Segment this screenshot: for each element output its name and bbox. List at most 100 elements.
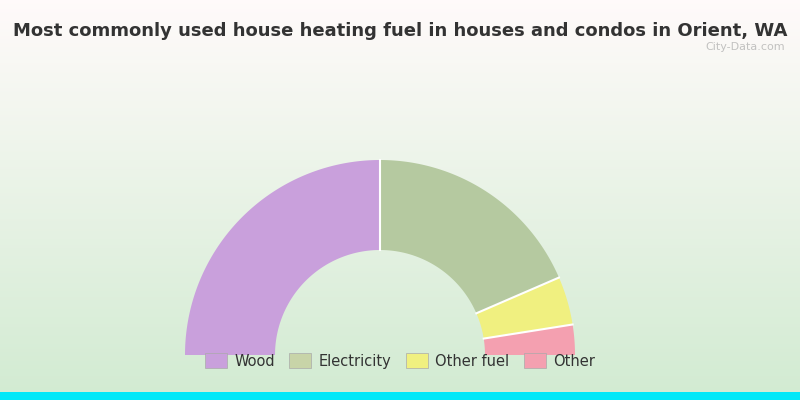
Bar bbox=[0, 313, 800, 315]
Bar bbox=[0, 53, 800, 55]
Bar bbox=[0, 275, 800, 276]
Bar bbox=[0, 227, 800, 228]
Bar bbox=[0, 199, 800, 200]
Bar bbox=[0, 69, 800, 71]
Bar bbox=[0, 235, 800, 236]
Bar bbox=[0, 59, 800, 60]
Bar bbox=[0, 356, 800, 357]
Bar bbox=[0, 296, 800, 297]
Bar bbox=[0, 181, 800, 183]
Bar bbox=[0, 168, 800, 169]
Bar bbox=[0, 192, 800, 193]
Bar bbox=[0, 297, 800, 299]
Bar bbox=[0, 75, 800, 76]
Bar bbox=[0, 308, 800, 309]
Bar bbox=[0, 153, 800, 155]
Bar bbox=[0, 148, 800, 149]
Bar bbox=[0, 132, 800, 133]
Bar bbox=[0, 343, 800, 344]
Bar bbox=[0, 133, 800, 135]
Bar bbox=[0, 111, 800, 112]
Bar bbox=[0, 309, 800, 311]
Bar bbox=[0, 97, 800, 99]
Bar bbox=[0, 131, 800, 132]
Bar bbox=[0, 352, 800, 353]
Bar bbox=[0, 287, 800, 288]
Bar bbox=[0, 315, 800, 316]
Bar bbox=[0, 351, 800, 352]
Bar bbox=[0, 76, 800, 77]
Bar bbox=[0, 335, 800, 336]
Bar bbox=[0, 81, 800, 83]
Bar bbox=[0, 71, 800, 72]
Bar bbox=[0, 141, 800, 143]
Bar bbox=[0, 323, 800, 324]
Bar bbox=[0, 312, 800, 313]
Bar bbox=[0, 41, 800, 43]
Bar bbox=[0, 31, 800, 32]
Bar bbox=[0, 156, 800, 157]
Bar bbox=[0, 200, 800, 201]
Bar bbox=[0, 236, 800, 237]
Bar bbox=[0, 108, 800, 109]
Bar bbox=[0, 67, 800, 68]
Bar bbox=[0, 216, 800, 217]
Bar bbox=[0, 316, 800, 317]
Bar bbox=[0, 331, 800, 332]
Bar bbox=[0, 207, 800, 208]
Bar bbox=[0, 325, 800, 327]
Bar bbox=[0, 253, 800, 255]
Bar bbox=[0, 319, 800, 320]
Bar bbox=[0, 320, 800, 321]
Bar bbox=[0, 173, 800, 175]
Bar bbox=[0, 215, 800, 216]
Bar bbox=[0, 265, 800, 267]
Bar bbox=[0, 368, 800, 369]
Bar bbox=[0, 341, 800, 343]
Bar bbox=[0, 116, 800, 117]
Bar bbox=[0, 364, 800, 365]
Bar bbox=[0, 129, 800, 131]
Bar bbox=[0, 277, 800, 279]
Bar bbox=[0, 57, 800, 59]
Bar bbox=[0, 292, 800, 293]
Bar bbox=[0, 93, 800, 95]
Bar bbox=[0, 396, 800, 397]
Bar bbox=[0, 88, 800, 89]
Bar bbox=[0, 392, 800, 393]
Bar bbox=[0, 29, 800, 31]
Bar bbox=[0, 64, 800, 65]
Bar bbox=[0, 119, 800, 120]
Bar bbox=[0, 299, 800, 300]
Bar bbox=[0, 101, 800, 103]
Bar bbox=[0, 209, 800, 211]
Bar bbox=[0, 191, 800, 192]
Bar bbox=[0, 211, 800, 212]
Bar bbox=[0, 324, 800, 325]
Bar bbox=[0, 289, 800, 291]
Bar bbox=[0, 399, 800, 400]
Bar bbox=[0, 56, 800, 57]
Bar bbox=[0, 353, 800, 355]
Bar bbox=[0, 379, 800, 380]
Bar bbox=[0, 201, 800, 203]
Bar bbox=[0, 295, 800, 296]
Bar bbox=[0, 40, 800, 41]
Bar bbox=[0, 367, 800, 368]
Bar bbox=[0, 193, 800, 195]
Bar bbox=[0, 184, 800, 185]
Bar bbox=[0, 152, 800, 153]
Bar bbox=[0, 284, 800, 285]
Bar bbox=[0, 240, 800, 241]
Bar bbox=[0, 337, 800, 339]
Bar bbox=[0, 16, 800, 17]
Bar bbox=[0, 268, 800, 269]
Bar bbox=[0, 267, 800, 268]
Bar bbox=[0, 393, 800, 395]
Bar bbox=[0, 65, 800, 67]
Bar bbox=[0, 339, 800, 340]
Bar bbox=[0, 5, 800, 7]
Bar bbox=[0, 187, 800, 188]
Bar bbox=[0, 179, 800, 180]
Bar bbox=[0, 212, 800, 213]
